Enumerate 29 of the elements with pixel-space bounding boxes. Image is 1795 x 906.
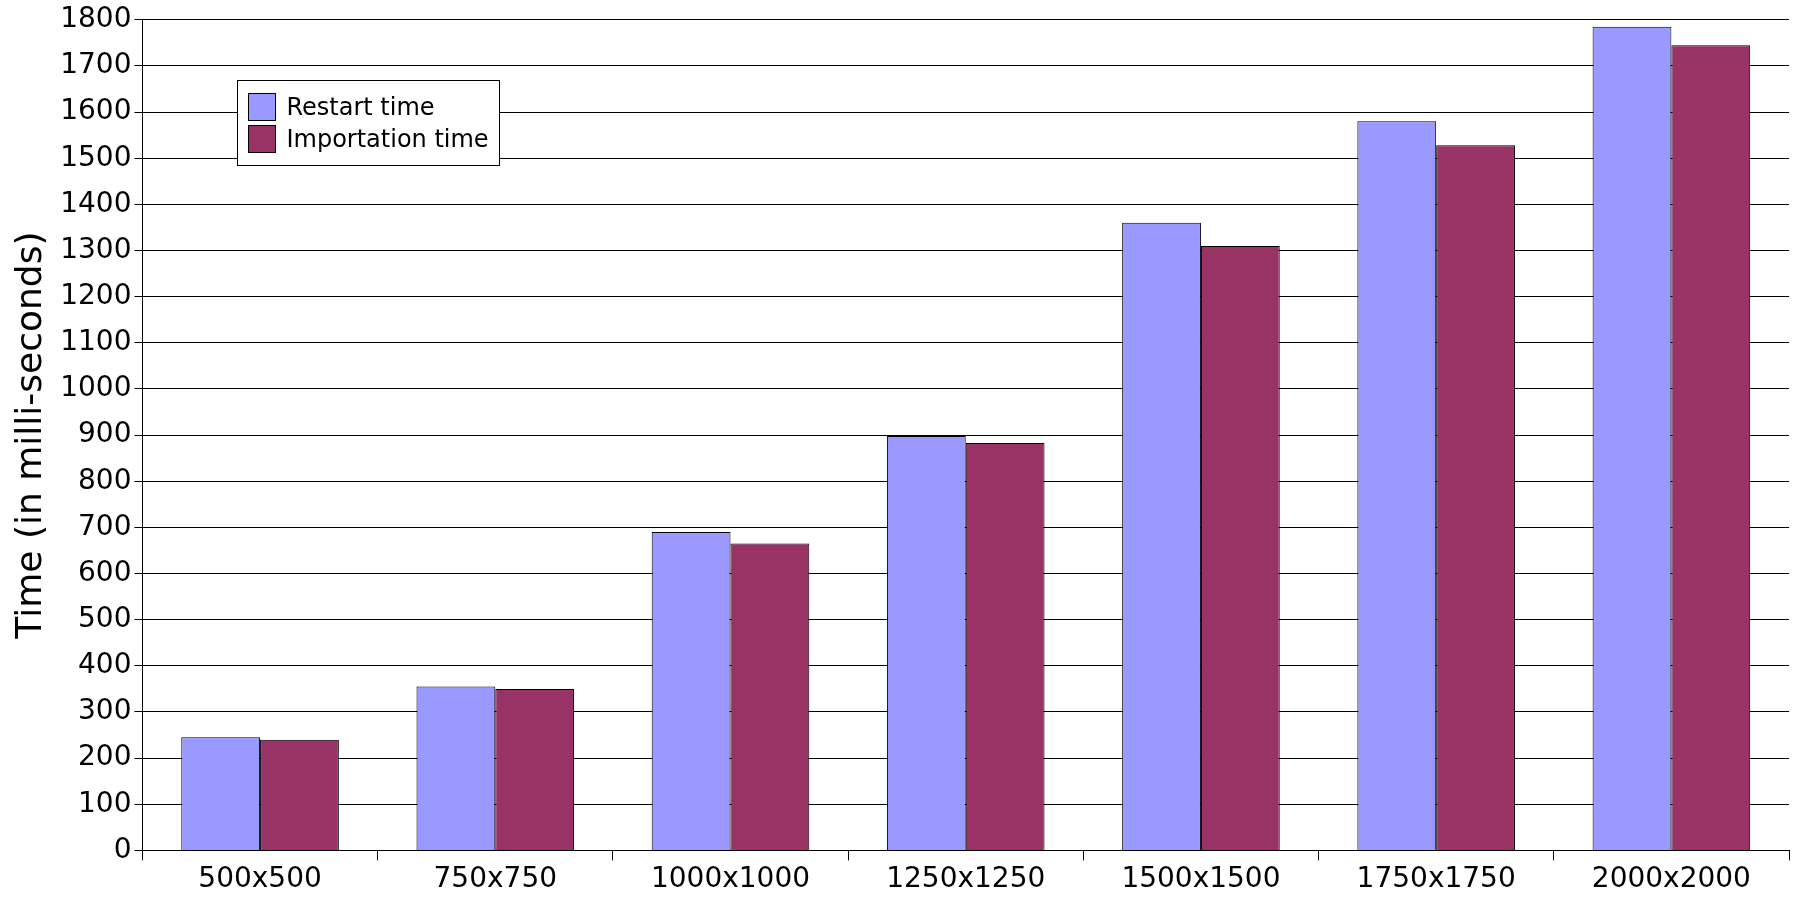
y-tick-label: 1400 [60,185,132,219]
y-tick-label: 600 [78,554,132,588]
x-tick-label: 1750x1750 [1356,861,1516,895]
y-tick-label: 800 [78,462,132,496]
y-tick-label: 100 [78,785,132,819]
y-tick-label: 300 [78,693,132,727]
y-tick-label: 700 [78,508,132,542]
legend-label: Importation time [286,124,489,153]
y-tick-label: 0 [113,831,132,865]
y-tick-label: 500 [78,600,132,634]
x-tick-label: 2000x2000 [1591,861,1751,895]
y-tick-label: 1200 [60,277,132,311]
y-tick-label: 1800 [60,1,132,35]
y-tick-label: 1100 [60,324,132,358]
x-tick-label: 750x750 [433,861,558,895]
y-tick-label: 1000 [60,370,132,404]
y-tick-label: 1300 [60,231,132,265]
x-tick-label: 500x500 [198,861,322,895]
y-tick-label: 1600 [60,93,132,127]
y-tick-label: 1500 [60,139,132,173]
y-tick-label: 200 [78,739,132,773]
x-tick-label: 1000x1000 [650,861,811,895]
x-tick-label: 1250x1250 [886,861,1046,895]
y-axis-title: Time (in milli-seconds) [7,231,49,640]
y-tick-label: 1700 [60,47,132,81]
y-tick-label: 400 [78,647,132,681]
legend-label: Restart time [286,92,435,121]
y-tick-label: 900 [78,416,132,450]
x-tick-label: 1500x1500 [1121,861,1281,895]
